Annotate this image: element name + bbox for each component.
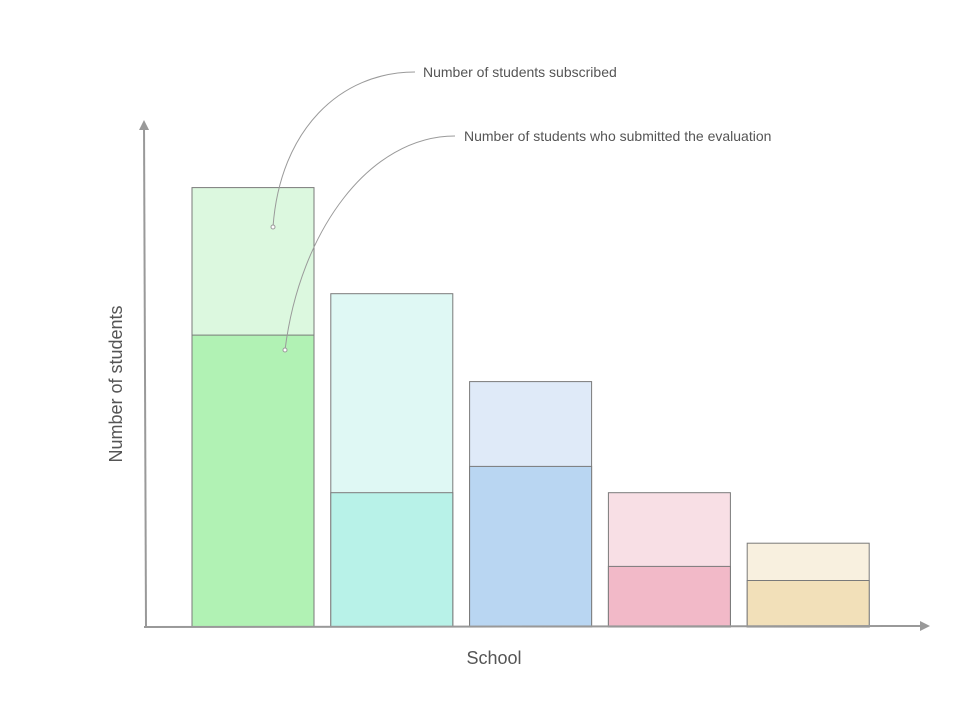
bar-submitted-3 <box>469 465 593 628</box>
callout-line-subscribed <box>272 71 416 228</box>
x-axis <box>143 621 930 632</box>
y-axis-label: Number of students <box>106 305 126 462</box>
bar-submitted-4 <box>607 565 731 628</box>
x-axis-label: School <box>466 648 521 668</box>
legend-label-submitted: Number of students who submitted the eva… <box>464 128 771 144</box>
bar-submitted-1 <box>191 334 315 628</box>
bar-submitted-5 <box>746 580 870 628</box>
y-axis <box>139 120 150 628</box>
callout-dot-submitted <box>282 347 288 353</box>
bars-layer <box>191 187 870 628</box>
bar-submitted-2 <box>330 492 454 628</box>
annotations-layer: Number of students subscribed Number of … <box>270 64 771 353</box>
legend-label-subscribed: Number of students subscribed <box>423 64 617 80</box>
callout-line-submitted <box>284 135 456 351</box>
callout-dot-subscribed <box>270 224 276 230</box>
